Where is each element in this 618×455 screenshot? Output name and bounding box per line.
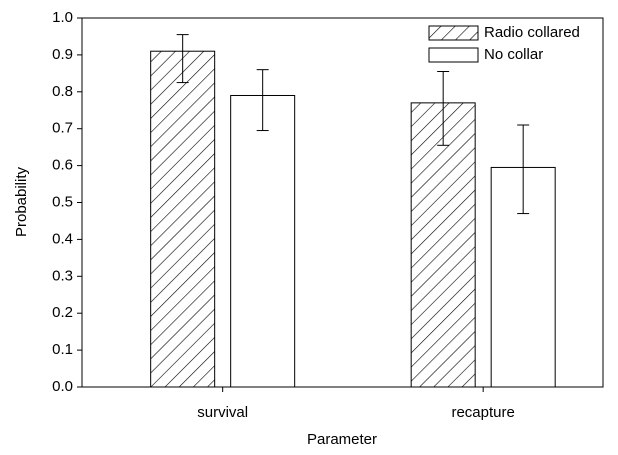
y-tick-label: 0.0 (52, 378, 73, 395)
legend-label: Radio collared (484, 24, 580, 41)
bar (410, 102, 476, 388)
legend-swatch (428, 25, 479, 41)
error-bar (256, 69, 269, 132)
x-axis-label: Parameter (307, 431, 377, 448)
legend-swatch (428, 47, 479, 63)
x-tick-label: recapture (451, 404, 514, 421)
error-bar (176, 34, 189, 84)
y-tick-label: 0.8 (52, 83, 73, 100)
bar (230, 94, 296, 388)
y-tick-label: 0.4 (52, 230, 73, 247)
y-tick-label: 0.9 (52, 46, 73, 63)
x-tick-label: survival (197, 404, 248, 421)
y-axis-label: Probability (13, 166, 30, 237)
y-tick-label: 0.2 (52, 304, 73, 321)
y-tick-label: 0.5 (52, 193, 73, 210)
y-tick-label: 0.6 (52, 157, 73, 174)
bar (150, 50, 216, 388)
y-tick-label: 0.3 (52, 267, 73, 284)
error-bar (517, 124, 530, 215)
legend-label: No collar (484, 46, 543, 63)
error-bar (437, 71, 450, 146)
y-tick-label: 0.1 (52, 341, 73, 358)
y-tick-label: 0.7 (52, 120, 73, 137)
y-tick-label: 1.0 (52, 9, 73, 26)
